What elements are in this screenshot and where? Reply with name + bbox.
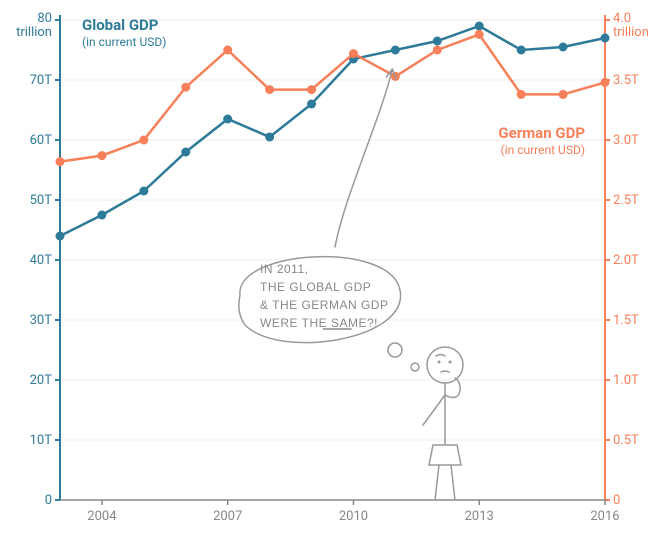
stick-figure-head	[427, 347, 463, 383]
y-tick-right: 3.0T	[613, 133, 639, 148]
stick-shirt	[429, 445, 461, 465]
series-marker	[559, 43, 568, 52]
thought-dot	[388, 343, 402, 357]
dual-axis-line-chart: 010T20T30T40T50T60T70T80trillion00.5T1.0…	[0, 0, 653, 553]
stick-brow	[436, 355, 445, 357]
y-tick-left: 0	[45, 493, 52, 508]
y-tick-left: trillion	[16, 25, 52, 40]
right-axis-title: German GDP	[498, 124, 585, 142]
thought-dot	[411, 363, 419, 371]
y-tick-right: 0	[613, 493, 620, 508]
y-tick-right: 2.0T	[613, 253, 639, 268]
series-marker	[391, 46, 400, 55]
series-marker	[139, 136, 148, 145]
y-tick-right: 0.5T	[613, 433, 639, 448]
y-tick-right: 3.5T	[613, 73, 639, 88]
annotation-arrow	[335, 69, 392, 247]
series-marker	[181, 83, 190, 92]
series-marker	[56, 232, 65, 241]
y-tick-left: 80	[37, 11, 52, 26]
series-marker	[517, 46, 526, 55]
series-marker	[475, 22, 484, 31]
series-marker	[475, 30, 484, 39]
x-tick: 2004	[87, 509, 117, 524]
stick-eye	[438, 361, 441, 364]
series-marker	[601, 34, 610, 43]
y-tick-left: 20T	[30, 373, 53, 388]
left-axis-title: Global GDP	[82, 16, 159, 34]
stick-leg	[435, 465, 439, 500]
thought-text: WERE THE SAME?!	[260, 316, 378, 330]
stick-mouth	[441, 371, 449, 372]
stick-eye	[449, 361, 452, 364]
series-marker	[307, 85, 316, 94]
stick-leg	[451, 465, 455, 500]
y-tick-right: 4.0	[613, 11, 631, 26]
series-marker	[97, 151, 106, 160]
y-tick-left: 40T	[30, 253, 53, 268]
thought-text: IN 2011,	[260, 262, 308, 276]
series-marker	[265, 85, 274, 94]
series-marker	[139, 187, 148, 196]
y-tick-right: 1.5T	[613, 313, 639, 328]
y-tick-left: 70T	[30, 73, 53, 88]
series-marker	[601, 78, 610, 87]
right-axis-subtitle: (in current USD)	[501, 143, 585, 157]
series-marker	[97, 211, 106, 220]
y-tick-left: 10T	[30, 433, 53, 448]
x-tick: 2013	[465, 509, 494, 524]
series-marker	[559, 90, 568, 99]
series-marker	[433, 46, 442, 55]
y-tick-right: trillion	[613, 25, 649, 40]
y-tick-left: 30T	[30, 313, 53, 328]
thought-text: THE GLOBAL GDP	[260, 280, 371, 294]
series-marker	[265, 133, 274, 142]
y-tick-right: 2.5T	[613, 193, 639, 208]
left-axis-subtitle: (in current USD)	[82, 35, 166, 49]
series-marker	[433, 37, 442, 46]
series-marker	[223, 46, 232, 55]
series-marker	[349, 49, 358, 58]
series-marker	[56, 157, 65, 166]
series-marker	[307, 100, 316, 109]
thought-text: & THE GERMAN GDP	[260, 298, 388, 312]
y-tick-right: 1.0T	[613, 373, 639, 388]
x-tick: 2007	[213, 509, 242, 524]
stick-arm	[423, 395, 445, 425]
series-marker	[517, 90, 526, 99]
series-marker	[223, 115, 232, 124]
x-tick: 2010	[339, 509, 368, 524]
series-marker	[181, 148, 190, 157]
y-tick-left: 50T	[30, 193, 53, 208]
y-tick-left: 60T	[30, 133, 53, 148]
x-tick: 2016	[590, 509, 619, 524]
